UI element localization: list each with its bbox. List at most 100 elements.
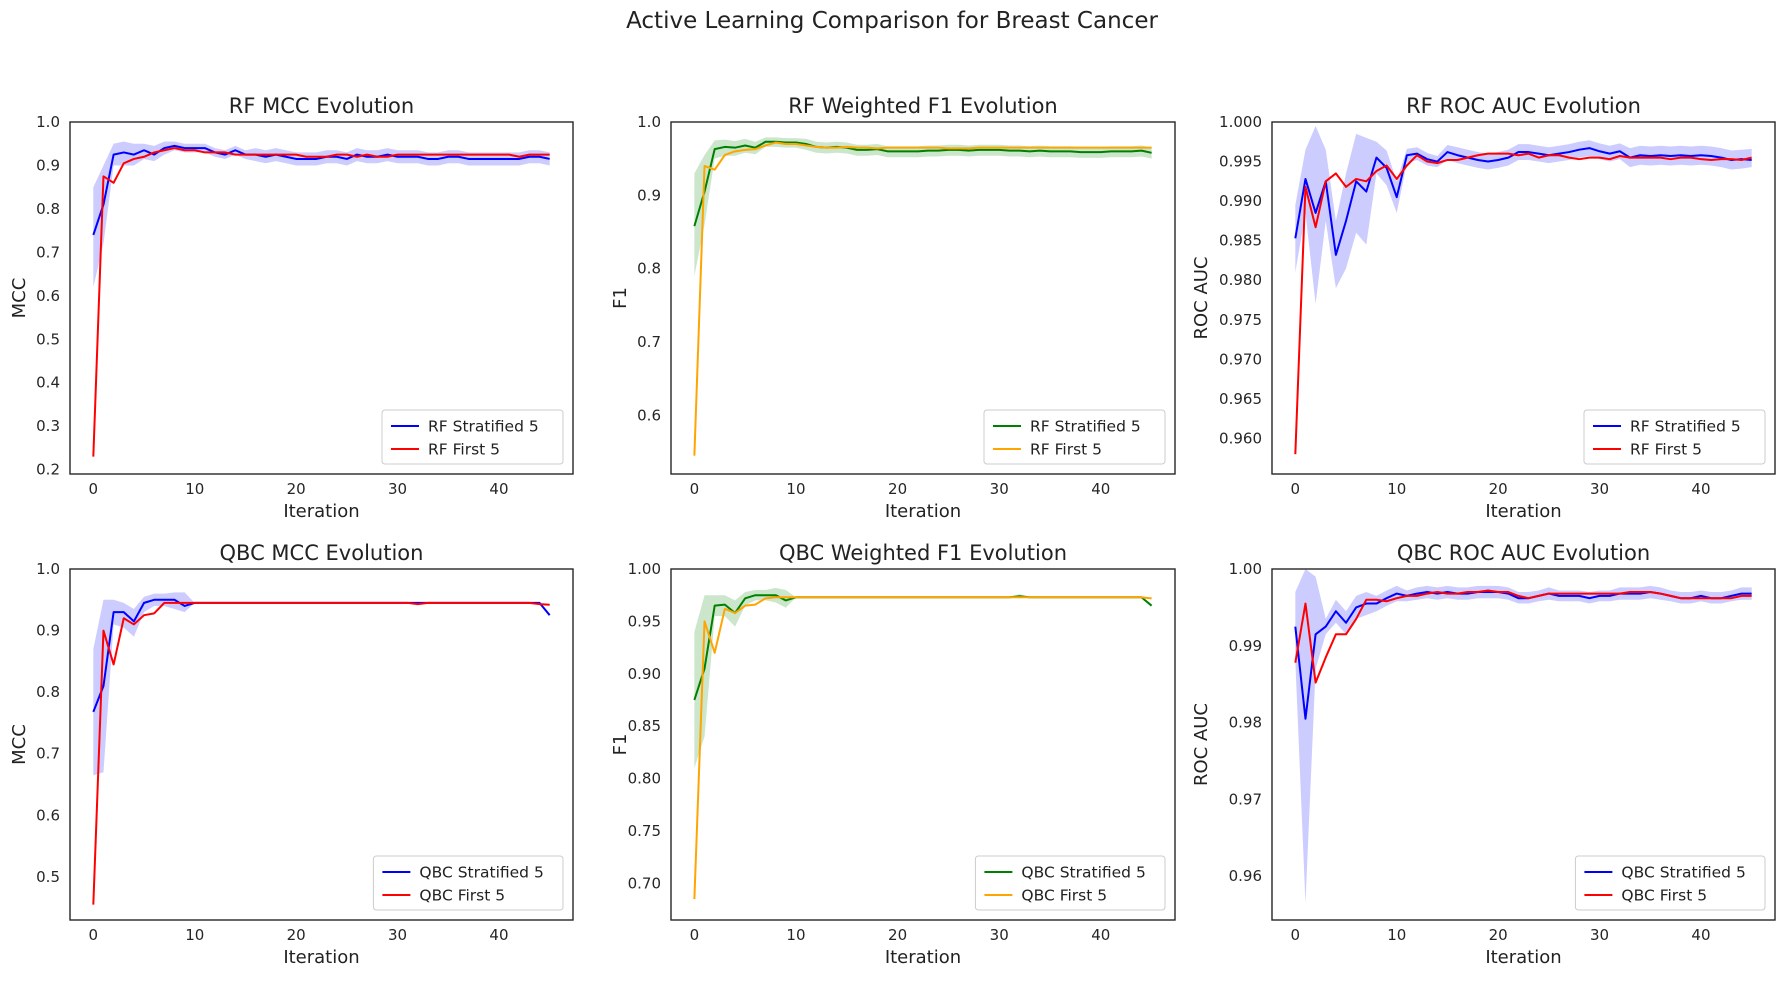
x-tick-label: 10 xyxy=(1387,926,1406,944)
legend: QBC Stratified 5 QBC First 5 xyxy=(372,855,564,911)
x-tick-label: 0 xyxy=(1291,480,1301,498)
y-axis-label: MCC xyxy=(9,278,30,319)
series-line-1 xyxy=(92,144,550,236)
x-tick-label: 0 xyxy=(690,480,700,498)
y-tick-label: 1.0 xyxy=(36,113,60,131)
y-axis-label: F1 xyxy=(610,287,631,309)
plot-area xyxy=(92,141,550,457)
y-tick-label: 1.00 xyxy=(1229,560,1262,578)
x-tick-label: 40 xyxy=(1091,480,1110,498)
legend-label: QBC Stratified 5 xyxy=(1621,864,1745,882)
y-tick-label: 0.5 xyxy=(36,868,60,886)
y-tick-label: 0.965 xyxy=(1219,390,1262,408)
y-tick-label: 0.9 xyxy=(36,622,60,640)
legend-label: RF Stratified 5 xyxy=(1630,418,1741,436)
x-axis-label: Iteration xyxy=(283,501,359,522)
y-tick-label: 0.5 xyxy=(36,330,60,348)
x-tick-label: 40 xyxy=(489,480,508,498)
x-tick-label: 0 xyxy=(690,926,700,944)
legend-box xyxy=(1583,409,1766,465)
x-tick-label: 30 xyxy=(990,926,1009,944)
legend-box xyxy=(983,409,1166,465)
y-tick-label: 0.75 xyxy=(628,822,661,840)
y-axis-label: ROC AUC xyxy=(1191,256,1212,339)
y-tick-label: 0.9 xyxy=(36,156,60,174)
series-line-1 xyxy=(1294,147,1752,256)
axes-frame xyxy=(670,121,1176,475)
y-tick-label: 0.6 xyxy=(36,806,60,824)
series-line-2 xyxy=(693,596,1152,900)
x-tick-label: 20 xyxy=(1489,926,1508,944)
x-tick-label: 30 xyxy=(388,926,407,944)
panel-title: QBC Weighted F1 Evolution xyxy=(779,541,1067,565)
x-tick-label: 10 xyxy=(185,926,204,944)
x-tick-label: 0 xyxy=(89,926,99,944)
axes-frame xyxy=(670,568,1176,921)
y-tick-label: 0.96 xyxy=(1229,867,1262,885)
legend-label: QBC First 5 xyxy=(1621,887,1707,905)
y-tick-label: 0.7 xyxy=(637,333,661,351)
series-line-2 xyxy=(693,141,1152,456)
axes-frame xyxy=(69,121,574,475)
y-tick-label: 0.960 xyxy=(1219,429,1262,447)
series-line-1 xyxy=(693,140,1152,227)
y-tick-label: 0.975 xyxy=(1219,311,1262,329)
x-tick-label: 10 xyxy=(185,480,204,498)
y-tick-label: 0.7 xyxy=(36,745,60,763)
legend: QBC Stratified 5 QBC First 5 xyxy=(974,855,1166,911)
figure-title: Active Learning Comparison for Breast Ca… xyxy=(626,8,1158,34)
x-axis-label: Iteration xyxy=(1485,947,1561,968)
legend: RF Stratified 5 RF First 5 xyxy=(983,409,1166,465)
x-tick-label: 10 xyxy=(786,480,805,498)
legend: QBC Stratified 5 QBC First 5 xyxy=(1574,855,1766,911)
legend-label: QBC First 5 xyxy=(419,887,505,905)
x-axis-label: Iteration xyxy=(1485,501,1561,522)
y-tick-label: 0.7 xyxy=(36,243,60,261)
plot-area xyxy=(693,587,1153,900)
y-tick-label: 1.0 xyxy=(36,560,60,578)
series-line-2 xyxy=(92,147,550,457)
y-tick-label: 0.6 xyxy=(637,406,661,424)
legend-label: QBC Stratified 5 xyxy=(1021,864,1145,882)
panel-title: QBC MCC Evolution xyxy=(220,541,424,565)
y-axis-label: ROC AUC xyxy=(1191,703,1212,786)
y-tick-label: 0.9 xyxy=(637,186,661,204)
chart-panel-4: QBC MCC Evolution 0 10 20 30 40 0.5 0.6 0.7 0.8 0.… xyxy=(9,541,574,968)
x-tick-label: 0 xyxy=(1291,926,1301,944)
legend: RF Stratified 5 RF First 5 xyxy=(381,409,564,465)
x-axis-label: Iteration xyxy=(885,947,961,968)
series-band-1 xyxy=(93,141,550,288)
x-tick-label: 30 xyxy=(388,480,407,498)
plot-area xyxy=(1294,125,1752,455)
y-tick-label: 0.90 xyxy=(628,665,661,683)
x-tick-label: 30 xyxy=(1590,480,1609,498)
y-tick-label: 0.8 xyxy=(36,683,60,701)
legend: RF Stratified 5 RF First 5 xyxy=(1583,409,1766,465)
x-axis-label: Iteration xyxy=(283,947,359,968)
y-tick-label: 1.0 xyxy=(637,113,661,131)
y-tick-label: 0.3 xyxy=(36,417,60,435)
legend-label: QBC First 5 xyxy=(1021,887,1107,905)
y-axis-label: MCC xyxy=(9,724,30,765)
series-band-1 xyxy=(1295,569,1752,904)
x-tick-label: 40 xyxy=(1091,926,1110,944)
y-tick-label: 0.97 xyxy=(1229,790,1262,808)
chart-panel-1: RF MCC Evolution 0 10 20 30 40 0.2 0.3 0.4 0.5 0.6… xyxy=(9,94,574,522)
y-tick-label: 0.8 xyxy=(36,200,60,218)
y-tick-label: 0.85 xyxy=(628,717,661,735)
series-line-2 xyxy=(92,601,550,905)
panel-title: QBC ROC AUC Evolution xyxy=(1397,541,1650,565)
series-line-2 xyxy=(1294,589,1752,684)
plot-area xyxy=(1294,569,1752,904)
y-tick-label: 0.98 xyxy=(1229,714,1262,732)
series-line-2 xyxy=(1294,152,1752,455)
legend-box xyxy=(974,855,1166,911)
y-tick-label: 0.8 xyxy=(637,260,661,278)
y-tick-label: 0.980 xyxy=(1219,271,1262,289)
y-tick-label: 1.000 xyxy=(1219,113,1262,131)
plot-area xyxy=(92,592,551,905)
y-tick-label: 0.970 xyxy=(1219,350,1262,368)
y-tick-label: 0.70 xyxy=(628,874,661,892)
legend-label: RF First 5 xyxy=(1030,441,1102,459)
